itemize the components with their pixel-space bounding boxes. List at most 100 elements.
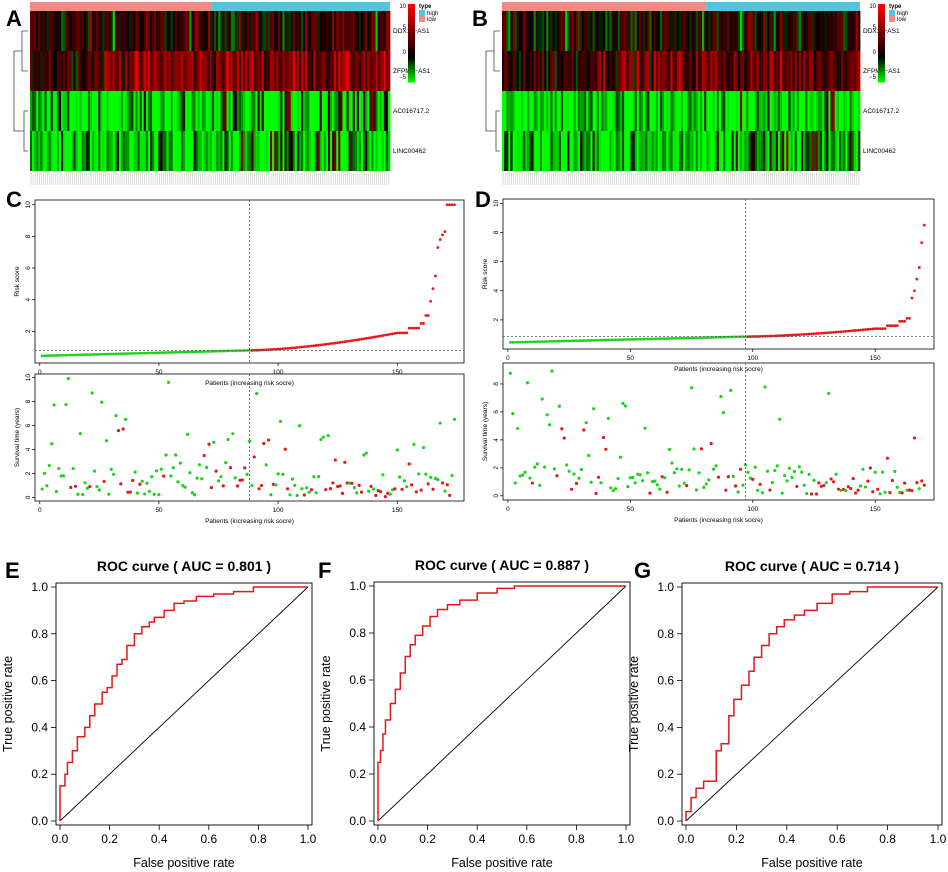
- heatmap-cell: [767, 91, 770, 131]
- survival-point: [633, 481, 637, 485]
- heatmap-cell: [615, 91, 619, 131]
- risk-point: [381, 334, 385, 337]
- heatmap-cell: [102, 91, 105, 131]
- risk-point: [119, 352, 123, 356]
- heatmap-cell: [305, 51, 308, 91]
- heatmap-cell: [338, 131, 341, 171]
- heatmap-cell: [104, 131, 107, 171]
- heatmap-cell: [77, 11, 81, 51]
- survival-point: [283, 447, 287, 451]
- heatmap-cell: [356, 131, 360, 171]
- heatmap-cell: [145, 91, 149, 131]
- heatmap-cell: [805, 131, 808, 171]
- x-tick-label: 0.8: [568, 832, 585, 846]
- heatmap-cell: [164, 51, 167, 91]
- heatmap-cell: [710, 11, 713, 51]
- risk-point: [157, 351, 161, 355]
- heatmap-cell: [554, 91, 558, 131]
- heatmap-cell: [81, 131, 85, 171]
- survival-point: [665, 490, 669, 494]
- y-tick-label: 8: [493, 382, 500, 386]
- heatmap-cell: [590, 131, 593, 171]
- heatmap-cell: [230, 91, 234, 131]
- heatmap-cell: [554, 11, 558, 51]
- risk-point: [567, 339, 571, 343]
- risk-point: [305, 345, 309, 348]
- colorbar-segment: [408, 39, 415, 42]
- heatmap-cell: [346, 131, 350, 171]
- heatmap-cell: [801, 51, 804, 91]
- risk-point: [653, 337, 657, 341]
- heatmap-cell: [809, 131, 812, 171]
- heatmap-cell: [32, 11, 35, 51]
- survival-point: [729, 388, 733, 392]
- heatmap-cell: [676, 131, 680, 171]
- heatmap-cell: [247, 11, 250, 51]
- heatmap-cell: [305, 91, 308, 131]
- heatmap-cell: [38, 131, 41, 171]
- risk-point: [317, 343, 321, 347]
- heatmap-cell: [131, 131, 134, 171]
- heatmap-cell: [77, 51, 81, 91]
- risk-point: [736, 335, 740, 339]
- heatmap-cell: [385, 11, 389, 51]
- heatmap-cell: [548, 51, 551, 91]
- heatmap-cell: [649, 51, 652, 91]
- x-tick-label: 150: [870, 506, 881, 513]
- survival-point: [587, 453, 591, 458]
- heatmap-cell: [307, 11, 310, 51]
- heatmap-cell: [154, 131, 157, 171]
- heatmap-cell: [851, 91, 855, 131]
- heatmap-cell: [385, 131, 389, 171]
- survival-point: [851, 476, 855, 481]
- heatmap-cell: [756, 11, 760, 51]
- heatmap-cell: [824, 131, 827, 171]
- heatmap-cell: [819, 51, 823, 91]
- risk-point: [90, 353, 94, 356]
- heatmap-cell: [584, 11, 587, 51]
- heatmap-cell: [628, 91, 631, 131]
- y-tick-label: 6: [25, 423, 32, 427]
- risk-point: [650, 337, 654, 341]
- heatmap-cell: [571, 131, 574, 171]
- survival-point: [636, 472, 640, 476]
- heatmap-cell: [655, 131, 659, 171]
- heatmap-cell: [790, 51, 794, 91]
- risk-point: [138, 351, 142, 355]
- heatmap-cell: [544, 51, 547, 91]
- risk-point: [155, 351, 158, 355]
- heatmap-cell: [544, 131, 547, 171]
- x-tick-label: 0.0: [370, 832, 387, 846]
- heatmap-cell: [563, 51, 566, 91]
- x-tick-label: 0.4: [778, 832, 795, 846]
- risk-point: [790, 333, 794, 337]
- heatmap-cell: [282, 131, 285, 171]
- heatmap-cell: [735, 91, 739, 131]
- heatmap-cell: [737, 91, 741, 131]
- heatmap-cell: [189, 131, 192, 171]
- heatmap-cell: [695, 91, 699, 131]
- heatmap-cell: [137, 51, 141, 91]
- heatmap-cell: [678, 51, 682, 91]
- heatmap-cell: [352, 131, 356, 171]
- survival-point: [552, 467, 557, 471]
- survival-point: [259, 483, 264, 488]
- survival-point: [599, 481, 603, 485]
- heatmap-cell: [758, 131, 762, 171]
- heatmap-cell: [100, 131, 103, 171]
- roc-panel-g: ROC curve ( AUC = 0.714 )0.0 0.2 0.4 0.6 0.8…: [627, 558, 947, 870]
- risk-point: [903, 319, 907, 323]
- heatmap-cell: [280, 91, 283, 131]
- heatmap-cell: [373, 11, 376, 51]
- heatmap-cell: [855, 131, 859, 171]
- risk-point: [670, 337, 674, 340]
- heatmap-cell: [40, 51, 43, 91]
- heatmap-cell: [575, 51, 579, 91]
- survival-point: [288, 493, 292, 497]
- risk-point: [376, 334, 380, 338]
- heatmap-cell: [542, 91, 545, 131]
- survival-point: [405, 485, 409, 489]
- heatmap-cell: [588, 11, 591, 51]
- heatmap-cell: [546, 91, 549, 131]
- risk-point: [834, 330, 838, 334]
